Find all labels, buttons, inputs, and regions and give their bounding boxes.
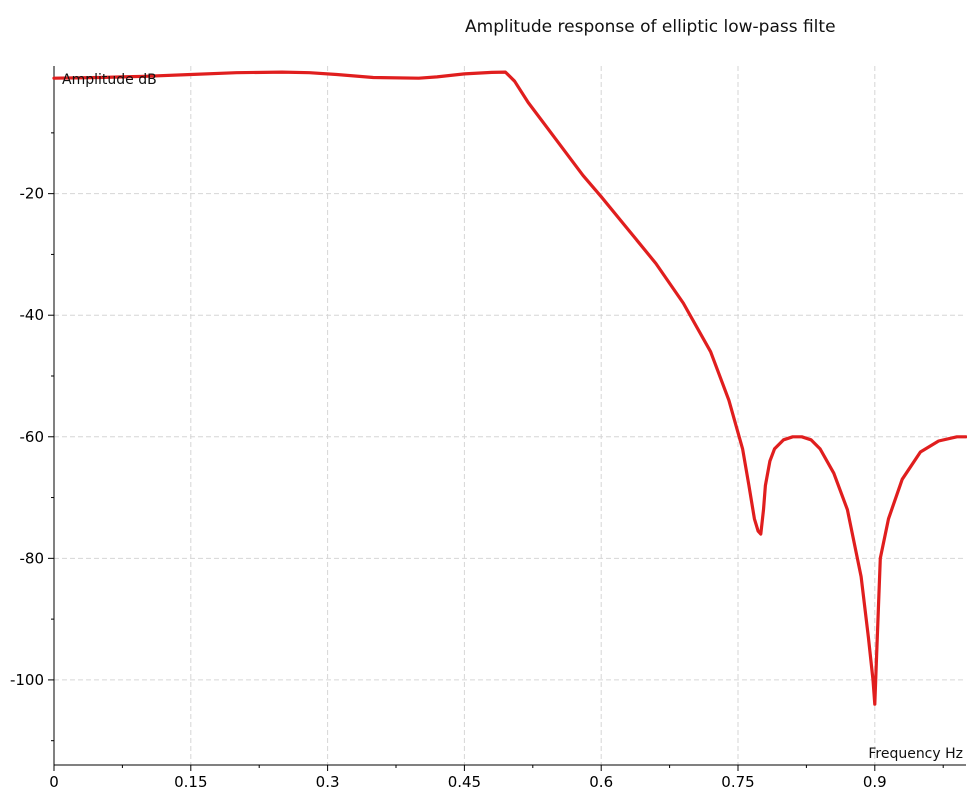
y-tick-label: -80 [20, 549, 45, 567]
x-tick-label: 0.15 [174, 773, 207, 791]
y-tick-label: -40 [20, 306, 45, 324]
y-tick-label: -60 [20, 428, 45, 446]
x-tick-label: 0 [49, 773, 59, 791]
x-axis-label: Frequency Hz [868, 746, 963, 762]
y-tick-label: -100 [10, 671, 44, 689]
grid-layer [54, 66, 966, 765]
y-axis-label: Amplitude dB [62, 72, 157, 88]
x-tick-label: 0.3 [316, 773, 340, 791]
axis-layer [48, 66, 966, 771]
amplitude-response-line [52, 70, 967, 706]
data-layer [52, 70, 967, 706]
x-tick-label: 0.75 [721, 773, 754, 791]
label-layer: Amplitude response of elliptic low-pass … [10, 17, 963, 791]
x-tick-label: 0.45 [448, 773, 481, 791]
y-tick-label: -20 [20, 185, 45, 203]
x-tick-label: 0.9 [863, 773, 887, 791]
chart-title: Amplitude response of elliptic low-pass … [465, 17, 836, 37]
x-tick-label: 0.6 [589, 773, 613, 791]
